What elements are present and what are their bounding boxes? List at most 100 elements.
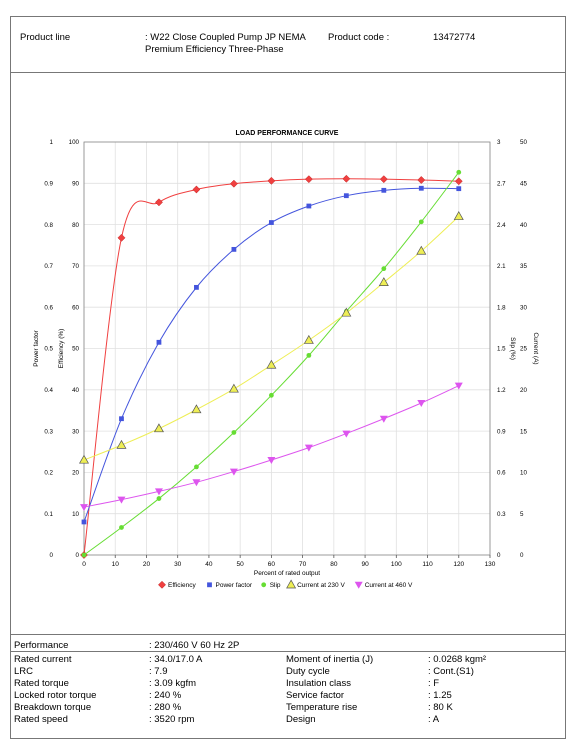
slip-data-point bbox=[456, 169, 462, 175]
power-factor-tick-label: 0.4 bbox=[44, 387, 53, 394]
spec-value: : 240 % bbox=[149, 690, 182, 701]
spec-value: : Cont.(S1) bbox=[428, 666, 474, 677]
current-at-460-v-data-point bbox=[154, 488, 163, 496]
current-tick-label: 15 bbox=[520, 428, 527, 435]
slip-tick-label: 2.7 bbox=[497, 181, 506, 188]
slip-axis-label: Slip (%) bbox=[509, 337, 516, 360]
slip-tick-label: 1.8 bbox=[497, 304, 506, 311]
efficiency-data-point bbox=[117, 233, 126, 242]
x-tick-label: 100 bbox=[391, 561, 402, 568]
slip-data-point bbox=[194, 464, 199, 470]
efficiency-data-point bbox=[304, 175, 313, 184]
spec-row: Rated speed : 3520 rpm Design : A bbox=[10, 714, 566, 726]
power-factor-data-point bbox=[156, 339, 162, 345]
performance-value: : 230/460 V 60 Hz 2P bbox=[149, 640, 240, 651]
current-tick-label: 25 bbox=[520, 346, 527, 353]
spec-value: : 3520 rpm bbox=[149, 714, 195, 725]
spec-label: Rated speed bbox=[14, 714, 68, 725]
current-at-460-v-data-point bbox=[417, 400, 426, 408]
efficiency-tick-label: 90 bbox=[72, 181, 79, 188]
power-factor-series-line bbox=[83, 187, 459, 523]
slip-tick-label: 2.1 bbox=[497, 263, 506, 270]
efficiency-tick-label: 50 bbox=[72, 346, 79, 353]
power-factor-data-point bbox=[456, 186, 462, 192]
slip-data-point bbox=[119, 525, 124, 530]
spec-value: : 0.0268 kgm² bbox=[428, 654, 487, 665]
spec-label: Duty cycle bbox=[286, 666, 330, 677]
spec-value: : 34.0/17.0 A bbox=[149, 654, 203, 665]
efficiency-tick-label: 20 bbox=[72, 470, 79, 477]
current-tick-label: 20 bbox=[520, 387, 527, 394]
slip-data-point bbox=[156, 496, 162, 501]
power-factor-tick-label: 0.1 bbox=[44, 511, 53, 518]
power-factor-tick-label: 0.9 bbox=[44, 181, 53, 188]
x-tick-label: 130 bbox=[485, 561, 496, 568]
power-factor-legend-label: Power factor bbox=[216, 582, 253, 589]
power-factor-data-point bbox=[343, 193, 349, 199]
efficiency-legend-marker bbox=[158, 580, 166, 589]
power-factor-tick-label: 0.6 bbox=[44, 304, 53, 311]
efficiency-data-point bbox=[192, 185, 201, 194]
slip-tick-label: 0.6 bbox=[497, 470, 506, 477]
spec-value: : A bbox=[428, 714, 440, 725]
efficiency-data-point bbox=[379, 175, 388, 184]
efficiency-data-point bbox=[417, 176, 426, 184]
power-factor-data-point bbox=[306, 203, 312, 209]
current-at-230-v-data-point bbox=[453, 211, 464, 220]
spec-label: Rated current bbox=[14, 654, 72, 665]
slip-tick-label: 0 bbox=[497, 552, 501, 559]
current-at-230-v-data-point bbox=[416, 245, 427, 255]
power-factor-tick-label: 1 bbox=[50, 139, 54, 146]
current-at-460-v-data-point bbox=[342, 430, 351, 438]
efficiency-tick-label: 60 bbox=[72, 304, 79, 311]
power-factor-data-point bbox=[381, 187, 387, 193]
spec-row: Breakdown torque : 280 % Temperature ris… bbox=[10, 702, 566, 714]
current-axis-label: Current (A) bbox=[532, 332, 539, 364]
power-factor-data-point bbox=[418, 185, 424, 191]
slip-data-point bbox=[81, 552, 87, 558]
current-at-460-v-legend-marker bbox=[354, 581, 363, 589]
power-factor-data-point bbox=[194, 284, 199, 290]
slip-tick-label: 2.4 bbox=[497, 222, 506, 229]
power-factor-tick-label: 0.5 bbox=[44, 346, 53, 353]
current-at-230-v-data-point bbox=[191, 404, 202, 414]
current-at-230-v-data-point bbox=[378, 277, 389, 286]
chart-title: LOAD PERFORMANCE CURVE bbox=[236, 130, 339, 137]
spec-row: Rated torque : 3.09 kgfm Insulation clas… bbox=[10, 678, 566, 690]
efficiency-data-point bbox=[342, 174, 351, 183]
current-at-460-v-legend-label: Current at 460 V bbox=[365, 582, 413, 589]
slip-tick-label: 1.2 bbox=[497, 387, 506, 394]
header: Product line : W22 Close Coupled Pump JP… bbox=[10, 16, 566, 73]
current-at-460-v-data-point bbox=[192, 479, 201, 487]
spec-value: : 80 K bbox=[428, 702, 453, 713]
product-line-label: Product line bbox=[20, 32, 71, 43]
current-at-460-v-data-point bbox=[454, 382, 463, 390]
x-tick-label: 40 bbox=[205, 561, 213, 568]
current-at-230-v-data-point bbox=[266, 359, 277, 369]
current-tick-label: 50 bbox=[520, 139, 527, 146]
efficiency-legend-label: Efficiency bbox=[168, 582, 196, 589]
x-tick-label: 20 bbox=[143, 561, 151, 568]
slip-tick-label: 0.9 bbox=[497, 428, 506, 435]
efficiency-data-point bbox=[155, 198, 163, 207]
power-factor-tick-label: 0.3 bbox=[44, 428, 53, 435]
efficiency-tick-label: 30 bbox=[72, 428, 79, 435]
slip-tick-label: 1.5 bbox=[497, 346, 506, 353]
slip-legend-label: Slip bbox=[270, 582, 281, 589]
spec-label: Rated torque bbox=[14, 678, 69, 689]
product-code-label: Product code : bbox=[328, 32, 390, 43]
current-at-230-v-data-point bbox=[153, 423, 164, 433]
product-code-value: 13472774 bbox=[433, 32, 476, 43]
efficiency-tick-label: 80 bbox=[72, 222, 79, 229]
spec-label: Moment of inertia (J) bbox=[286, 654, 374, 665]
current-at-230-v-data-point bbox=[228, 383, 239, 393]
current-at-230-v-data-point bbox=[341, 307, 352, 317]
x-tick-label: 80 bbox=[330, 561, 338, 568]
current-tick-label: 40 bbox=[520, 222, 527, 229]
current-tick-label: 30 bbox=[520, 304, 527, 311]
spec-value: : F bbox=[428, 678, 440, 689]
x-tick-label: 110 bbox=[422, 561, 433, 568]
power-factor-tick-label: 0.2 bbox=[44, 470, 53, 477]
spec-label: Temperature rise bbox=[286, 702, 358, 713]
